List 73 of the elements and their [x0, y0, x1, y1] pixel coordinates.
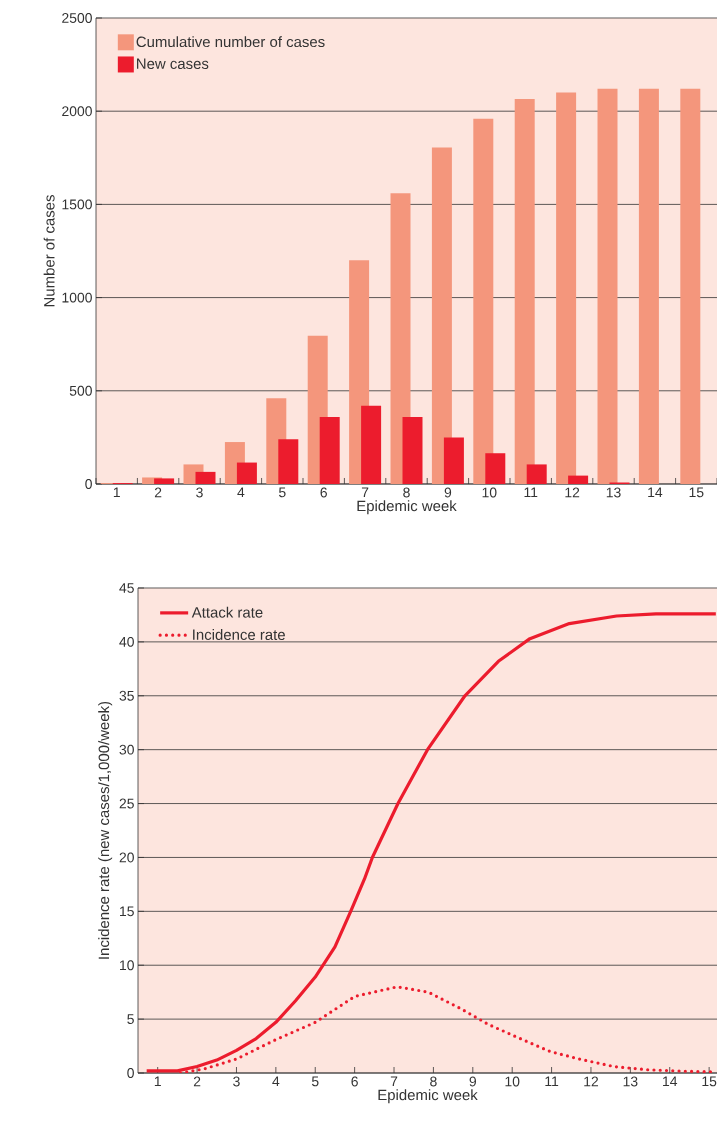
- x-tick-label: 4: [237, 487, 245, 498]
- x-axis-title: Epidemic week: [357, 500, 457, 515]
- y-tick-label: 10: [120, 960, 134, 971]
- x-tick-label: 3: [196, 487, 203, 498]
- x-tick-label: 10: [505, 1076, 520, 1087]
- bar: [319, 416, 340, 484]
- y-tick-label: 2000: [62, 106, 92, 117]
- x-tick-label: 15: [689, 487, 704, 498]
- y-tick-label: 35: [119, 690, 134, 701]
- bar: [195, 471, 216, 484]
- x-tick-label: 9: [444, 487, 452, 498]
- y-tick-label: 0: [127, 1068, 134, 1078]
- bar: [402, 416, 423, 484]
- y-tick-label: 1000: [62, 292, 92, 303]
- y-tick-label: 0: [85, 479, 92, 489]
- y-tick-label: 40: [119, 636, 134, 647]
- x-tick-label: 9: [469, 1076, 477, 1087]
- x-tick-label: 3: [233, 1076, 240, 1087]
- x-tick-label: 8: [430, 1076, 437, 1087]
- legend-label: New cases: [137, 58, 209, 69]
- legend-label: Attack rate: [191, 606, 263, 618]
- bar: [154, 478, 175, 484]
- bar: [568, 475, 589, 484]
- bar: [443, 437, 464, 484]
- bar: [278, 439, 299, 484]
- legend-label: Incidence rate: [193, 629, 285, 641]
- bar: [236, 462, 257, 484]
- x-tick-label: 7: [361, 487, 369, 498]
- x-tick-label: 5: [311, 1076, 319, 1087]
- bar: [597, 88, 618, 484]
- y-tick-label: 5: [127, 1014, 134, 1024]
- x-tick-label: 1: [154, 1076, 161, 1087]
- x-tick-label: 6: [351, 1076, 358, 1087]
- bar: [514, 99, 535, 484]
- bar: [638, 88, 659, 484]
- y-tick-label: 25: [119, 798, 134, 809]
- bar: [431, 147, 452, 484]
- x-tick-label: 15: [702, 1076, 717, 1087]
- x-tick-label: 13: [623, 1076, 638, 1087]
- x-tick-label: 7: [390, 1076, 398, 1087]
- x-tick-label: 12: [584, 1076, 599, 1087]
- x-tick-label: 14: [648, 487, 663, 498]
- x-tick-label: 6: [320, 487, 327, 498]
- y-tick-label: 30: [119, 744, 134, 755]
- x-tick-label: 14: [663, 1076, 678, 1087]
- x-axis-title: Epidemic week: [378, 1089, 478, 1104]
- y-axis-title: Number of cases: [43, 195, 55, 307]
- x-tick-label: 5: [278, 487, 286, 498]
- y-tick-label: 2500: [62, 13, 92, 23]
- x-tick-label: 13: [606, 487, 621, 498]
- y-tick-label: 1500: [62, 199, 92, 210]
- bar: [556, 92, 577, 484]
- x-tick-label: 2: [193, 1076, 201, 1087]
- legend-label: Cumulative number of cases: [136, 36, 325, 48]
- x-tick-label: 4: [272, 1076, 280, 1087]
- y-tick-label: 20: [119, 852, 134, 863]
- x-tick-label: 12: [565, 487, 580, 498]
- y-axis-title: Incidence rate (new cases/1,000/week): [98, 701, 113, 959]
- bar: [390, 193, 411, 484]
- x-tick-label: 11: [545, 1076, 559, 1087]
- x-tick-label: 11: [524, 487, 538, 498]
- x-tick-label: 2: [154, 487, 162, 498]
- bar: [526, 464, 547, 484]
- bar: [680, 88, 701, 484]
- bar: [485, 453, 506, 484]
- bar: [473, 118, 494, 484]
- y-tick-label: 500: [69, 385, 92, 396]
- x-tick-label: 8: [403, 487, 410, 498]
- bar: [361, 405, 382, 484]
- x-tick-label: 10: [482, 487, 497, 498]
- y-tick-label: 15: [120, 906, 134, 917]
- x-tick-label: 1: [113, 487, 120, 498]
- y-tick-label: 45: [119, 583, 134, 593]
